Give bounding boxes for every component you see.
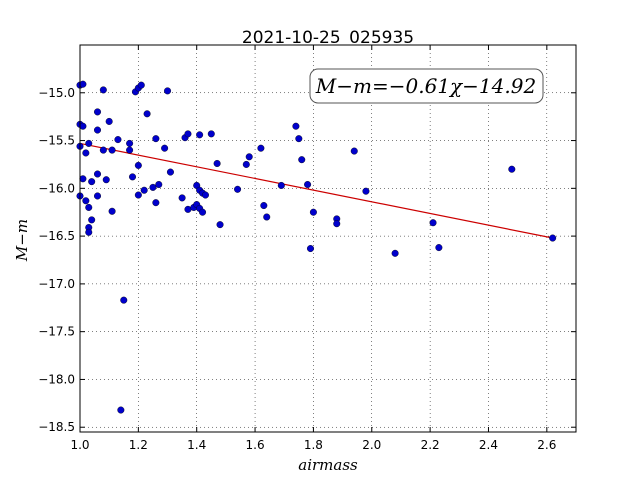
x-tick-label: 1.2 (129, 438, 148, 452)
data-point (126, 139, 134, 147)
y-tick-label: −17.0 (38, 277, 75, 291)
data-point (549, 234, 557, 242)
data-point (207, 130, 215, 138)
data-point (134, 161, 142, 169)
data-point (260, 202, 268, 210)
data-point (164, 87, 172, 95)
data-point (79, 122, 87, 130)
data-point (304, 181, 312, 189)
data-point (508, 165, 516, 173)
plot-area (80, 45, 576, 432)
data-point (94, 170, 102, 178)
x-tick-label: 2.4 (479, 438, 498, 452)
equation-box-border (309, 68, 544, 104)
y-tick-label: −15.5 (38, 134, 75, 148)
data-point (117, 406, 125, 414)
data-point (88, 178, 96, 186)
data-point (429, 219, 437, 227)
fit-equation: M−m=−0.61χ−14.92 (315, 74, 536, 98)
data-point (94, 108, 102, 116)
data-point (99, 146, 107, 154)
data-point (82, 197, 90, 205)
data-point (292, 122, 300, 130)
data-point (108, 207, 116, 215)
data-point (201, 191, 209, 199)
y-tick-label: −15.0 (38, 86, 75, 100)
data-point (213, 159, 221, 167)
x-tick-label: 1.4 (187, 438, 206, 452)
data-point (263, 213, 271, 221)
data-point (350, 147, 358, 155)
data-point (196, 131, 204, 139)
data-point (149, 183, 157, 191)
y-axis-label: M−m (13, 219, 31, 262)
data-point (362, 187, 370, 195)
y-tick-label: −18.5 (38, 420, 75, 434)
y-tick-label: −17.5 (38, 325, 75, 339)
x-axis-label: airmass (298, 456, 358, 474)
x-tick-label: 2.0 (362, 438, 381, 452)
x-tick-label: 1.8 (304, 438, 323, 452)
data-point (143, 110, 151, 118)
fit-line-group (79, 142, 553, 239)
data-point (306, 245, 314, 253)
data-point (114, 136, 122, 144)
data-point (99, 86, 107, 94)
data-point (178, 194, 186, 202)
data-point (152, 199, 160, 207)
y-tick-label: −16.0 (38, 181, 75, 195)
data-point (155, 181, 163, 189)
data-point (140, 186, 148, 194)
data-point (295, 135, 303, 143)
data-point (134, 191, 142, 199)
y-tick-label: −18.0 (38, 372, 75, 386)
data-point (242, 160, 250, 168)
data-point (79, 175, 87, 183)
data-point (199, 208, 207, 216)
plot-frame (79, 44, 577, 433)
data-point (105, 117, 113, 125)
x-tick-label: 2.2 (421, 438, 440, 452)
chart-title: 2021-10-25_025935 (242, 28, 414, 48)
data-point (85, 139, 93, 147)
data-point (102, 176, 110, 184)
data-point (129, 173, 137, 181)
axis-ticks: 1.0 1.2 1.4 1.6 1.8 2.0 2.2 2.4 2.6 −15.0 −15.5 −16… (38, 45, 576, 452)
fit-equation-box: M−m=−0.61χ−14.92 (309, 68, 544, 104)
data-point (85, 228, 93, 236)
data-point (277, 181, 285, 189)
data-point (137, 81, 145, 89)
data-point (79, 80, 87, 88)
data-point (298, 156, 306, 164)
data-point (391, 249, 399, 257)
data-point (82, 149, 90, 157)
data-point (94, 126, 102, 134)
x-tick-label: 1.6 (246, 438, 265, 452)
x-tick-label: 2.6 (537, 438, 556, 452)
data-point (161, 144, 169, 152)
data-point (126, 146, 134, 154)
data-point (257, 144, 265, 152)
data-point (184, 130, 192, 138)
data-point (166, 168, 174, 176)
data-point (85, 203, 93, 211)
data-point (216, 221, 224, 229)
data-point (245, 153, 253, 161)
grid (79, 45, 576, 432)
data-point (120, 296, 128, 304)
data-point (94, 192, 102, 200)
data-point (309, 208, 317, 216)
data-point (234, 185, 242, 193)
data-points (76, 80, 557, 414)
data-point (184, 205, 192, 213)
y-tick-label: −16.5 (38, 229, 75, 243)
data-point (333, 220, 341, 228)
x-tick-label: 1.0 (70, 438, 89, 452)
data-point (88, 216, 96, 224)
data-point (108, 146, 116, 154)
fit-line (79, 142, 553, 239)
data-point (152, 135, 160, 143)
data-point (435, 244, 443, 252)
